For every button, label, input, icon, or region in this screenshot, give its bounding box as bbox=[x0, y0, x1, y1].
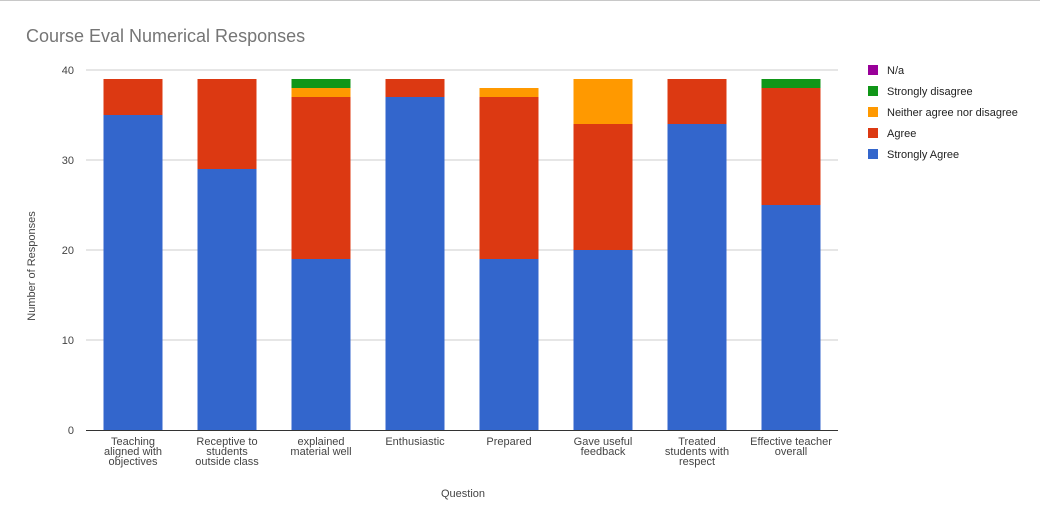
y-axis-label: Number of Responses bbox=[26, 211, 38, 321]
bar-segment[interactable] bbox=[103, 79, 163, 115]
x-tick-label: Treated bbox=[678, 436, 716, 448]
x-tick-label: Receptive to bbox=[196, 436, 257, 448]
x-tick-label: Enthusiastic bbox=[385, 436, 445, 448]
x-tick-label: Gave useful bbox=[574, 436, 633, 448]
x-tick-label: overall bbox=[775, 446, 807, 458]
y-tick-label: 30 bbox=[62, 155, 74, 167]
bar-segment[interactable] bbox=[197, 79, 257, 169]
bar-segment[interactable] bbox=[761, 79, 821, 88]
legend-swatch bbox=[868, 107, 878, 117]
x-tick-label: students bbox=[206, 446, 248, 458]
x-tick-label: students with bbox=[665, 446, 729, 458]
legend: N/a Strongly disagree Neither agree nor di… bbox=[868, 65, 1018, 161]
bar-segment[interactable] bbox=[573, 250, 633, 430]
x-tick-label: outside class bbox=[195, 456, 259, 468]
bar-segment[interactable] bbox=[103, 115, 163, 430]
x-tick-label: Effective teacher bbox=[750, 436, 832, 448]
legend-swatch bbox=[868, 149, 878, 159]
x-tick-label: explained bbox=[297, 436, 344, 448]
x-tick-label: aligned with bbox=[104, 446, 162, 458]
legend-label: Strongly Agree bbox=[887, 149, 959, 161]
legend-label: Neither agree nor disagree bbox=[887, 107, 1018, 119]
legend-swatch bbox=[868, 86, 878, 96]
y-tick-label: 40 bbox=[62, 65, 74, 77]
legend-swatch bbox=[868, 128, 878, 138]
bar-segment[interactable] bbox=[761, 205, 821, 430]
bar-segment[interactable] bbox=[573, 79, 633, 124]
bar-segment[interactable] bbox=[291, 97, 351, 259]
bar-segment[interactable] bbox=[761, 88, 821, 205]
y-axis-ticks: 0 10 20 30 40 bbox=[62, 65, 74, 437]
bar-segment[interactable] bbox=[479, 88, 539, 97]
legend-label: N/a bbox=[887, 65, 905, 77]
bar-segment[interactable] bbox=[573, 124, 633, 250]
bar-segment[interactable] bbox=[291, 259, 351, 430]
x-tick-label: material well bbox=[290, 446, 351, 458]
chart-title: Course Eval Numerical Responses bbox=[26, 26, 305, 46]
x-axis-label: Question bbox=[441, 488, 485, 500]
bar-segment[interactable] bbox=[197, 169, 257, 430]
bar-segment[interactable] bbox=[667, 79, 727, 124]
top-border bbox=[0, 0, 1040, 1]
x-tick-label: Teaching bbox=[111, 436, 155, 448]
legend-label: Agree bbox=[887, 128, 916, 140]
bar-segment[interactable] bbox=[667, 124, 727, 430]
y-tick-label: 0 bbox=[68, 425, 74, 437]
x-tick-label: feedback bbox=[581, 446, 626, 458]
bar-segment[interactable] bbox=[291, 79, 351, 88]
bar-segment[interactable] bbox=[291, 88, 351, 97]
bar-segment[interactable] bbox=[385, 79, 445, 97]
legend-label: Strongly disagree bbox=[887, 86, 973, 98]
y-tick-label: 10 bbox=[62, 335, 74, 347]
bar-segment[interactable] bbox=[479, 259, 539, 430]
bar-segment[interactable] bbox=[479, 97, 539, 259]
y-tick-label: 20 bbox=[62, 245, 74, 257]
bars bbox=[103, 79, 821, 430]
x-tick-label: objectives bbox=[109, 456, 158, 468]
bar-segment[interactable] bbox=[385, 97, 445, 430]
x-tick-label: respect bbox=[679, 456, 715, 468]
x-tick-label: Prepared bbox=[486, 436, 531, 448]
legend-swatch bbox=[868, 65, 878, 75]
